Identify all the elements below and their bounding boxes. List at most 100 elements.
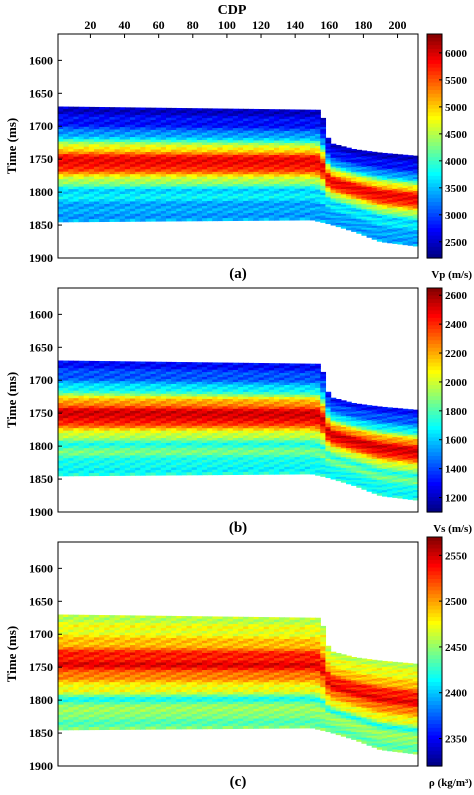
heatmap-cell <box>171 398 177 402</box>
heatmap-cell <box>299 181 306 185</box>
heatmap-cell <box>335 155 342 159</box>
heatmap-cell <box>78 176 85 180</box>
heatmap-cell <box>94 154 100 158</box>
heatmap-cell <box>109 366 116 370</box>
heatmap-cell <box>140 166 147 170</box>
heatmap-cell <box>351 148 357 152</box>
heatmap-cell <box>94 383 100 387</box>
heatmap-cell <box>68 473 75 477</box>
heatmap-cell <box>330 201 337 205</box>
heatmap-cell <box>145 398 152 402</box>
heatmap-cell <box>310 217 316 221</box>
heatmap-cell <box>227 377 234 381</box>
heatmap-cell <box>109 467 116 471</box>
heatmap-cell <box>104 368 111 372</box>
heatmap-cell <box>217 396 224 400</box>
heatmap-cell <box>304 126 311 130</box>
heatmap-cell <box>171 152 177 156</box>
heatmap-cell <box>73 161 80 165</box>
heatmap-cell <box>99 383 105 387</box>
heatmap-cell <box>176 447 183 451</box>
heatmap-cell <box>88 144 95 148</box>
heatmap-cell <box>325 152 332 156</box>
heatmap-cell <box>212 435 219 439</box>
heatmap-cell <box>94 363 100 367</box>
heatmap-cell <box>58 370 64 374</box>
heatmap-cell <box>361 218 368 222</box>
heatmap-cell <box>181 393 188 397</box>
heatmap-cell <box>130 132 136 136</box>
heatmap-cell <box>145 186 152 190</box>
heatmap-cell <box>196 169 203 173</box>
heatmap-cell <box>63 388 69 392</box>
heatmap-cell <box>392 161 399 165</box>
heatmap-cell <box>330 159 337 162</box>
heatmap-cell <box>114 408 121 412</box>
heatmap-cell <box>191 406 198 410</box>
heatmap-cell <box>63 373 69 377</box>
heatmap-cell <box>268 191 275 195</box>
heatmap-cell <box>58 189 64 193</box>
heatmap-cell <box>63 219 69 223</box>
heatmap-cell <box>99 179 105 183</box>
heatmap-cell <box>135 413 141 417</box>
heatmap-cell <box>83 368 90 372</box>
heatmap-cell <box>217 399 224 403</box>
heatmap-cell <box>155 371 162 375</box>
heatmap-cell <box>258 181 265 185</box>
heatmap-cell <box>145 391 152 395</box>
heatmap-cell <box>387 232 393 236</box>
heatmap-cell <box>155 144 162 148</box>
heatmap-cell <box>392 231 399 235</box>
heatmap-cell <box>263 179 270 183</box>
heatmap-cell <box>176 452 183 456</box>
heatmap-cell <box>346 210 352 213</box>
heatmap-cell <box>227 374 234 378</box>
heatmap-cell <box>109 146 116 150</box>
heatmap-cell <box>114 413 121 417</box>
heatmap-cell <box>104 413 111 417</box>
heatmap-cell <box>320 151 327 155</box>
heatmap-cell <box>330 157 337 161</box>
heatmap-cell <box>124 193 131 198</box>
heatmap-cell <box>104 154 111 158</box>
heatmap-cell <box>130 171 136 175</box>
heatmap-cell <box>119 376 126 380</box>
heatmap-cell <box>268 133 275 137</box>
heatmap-cell <box>104 121 111 126</box>
heatmap-cell <box>150 166 157 170</box>
heatmap-cell <box>58 181 64 185</box>
heatmap-cell <box>73 176 80 180</box>
heatmap-cell <box>335 160 342 164</box>
heatmap-cell <box>104 385 111 390</box>
heatmap-cell <box>279 181 285 185</box>
heatmap-cell <box>253 125 260 129</box>
heatmap-cell <box>294 145 301 149</box>
heatmap-cell <box>99 460 105 464</box>
heatmap-cell <box>186 142 193 146</box>
heatmap-cell <box>227 406 234 410</box>
heatmap-cell <box>73 136 80 140</box>
colorbar-tick-label: 3000 <box>445 210 468 222</box>
heatmap-cell <box>202 118 208 122</box>
heatmap-cell <box>243 162 249 166</box>
heatmap-cell <box>222 198 229 202</box>
heatmap-cell <box>366 156 373 160</box>
heatmap-cell <box>361 165 368 168</box>
heatmap-cell <box>253 171 260 175</box>
heatmap-cell <box>268 203 275 207</box>
heatmap-cell <box>83 455 90 459</box>
heatmap-cell <box>130 472 136 476</box>
heatmap-cell <box>397 187 404 190</box>
heatmap-cell <box>263 169 270 173</box>
heatmap-cell <box>58 114 64 118</box>
heatmap-cell <box>140 433 147 437</box>
heatmap-cell <box>315 182 321 186</box>
heatmap-cell <box>330 168 337 171</box>
heatmap-cell <box>166 157 172 161</box>
heatmap-cell <box>166 201 172 205</box>
heatmap-cell <box>181 418 188 422</box>
heatmap-cell <box>412 187 419 190</box>
heatmap-cell <box>83 468 90 472</box>
heatmap-cell <box>140 457 147 461</box>
